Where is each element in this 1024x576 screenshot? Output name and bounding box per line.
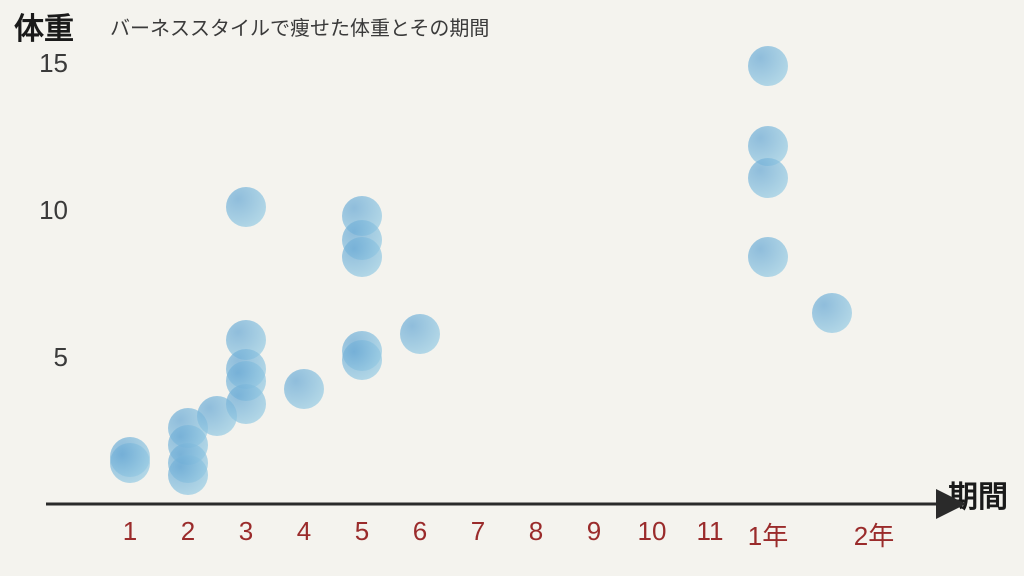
scatter-point (342, 237, 382, 277)
scatter-point (284, 369, 324, 409)
scatter-point (748, 237, 788, 277)
scatter-point (226, 384, 266, 424)
scatter-point (110, 443, 150, 483)
scatter-point (748, 46, 788, 86)
scatter-point (400, 314, 440, 354)
chart-canvas: 体重 バーネススタイルで痩せた体重とその期間 期間 51015 12345678… (0, 0, 1024, 576)
scatter-point (342, 340, 382, 380)
scatter-point (226, 187, 266, 227)
scatter-point (812, 293, 852, 333)
scatter-point (168, 455, 208, 495)
scatter-plot-area (0, 0, 1024, 576)
scatter-point (748, 158, 788, 198)
